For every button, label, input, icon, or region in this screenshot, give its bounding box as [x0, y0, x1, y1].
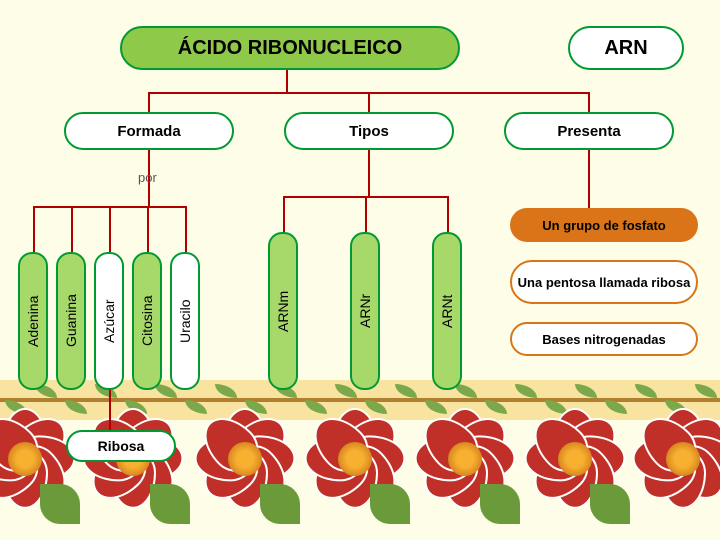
connector — [588, 150, 590, 208]
node-adenina: Adenina — [18, 252, 48, 390]
connector — [283, 196, 285, 232]
connector — [148, 92, 150, 112]
node-arnm: ARNm — [268, 232, 298, 390]
connector — [365, 196, 367, 232]
subtle-label: por — [138, 170, 157, 185]
node-bases: Bases nitrogenadas — [510, 322, 698, 356]
arn-node: ARN — [568, 26, 684, 70]
node-uracilo: Uracilo — [170, 252, 200, 390]
node-fosfato: Un grupo de fosfato — [510, 208, 698, 242]
node-arnr: ARNr — [350, 232, 380, 390]
ribosa-node: Ribosa — [66, 430, 176, 462]
node-guanina: Guanina — [56, 252, 86, 390]
connector — [447, 196, 449, 232]
connector — [109, 206, 111, 252]
connector — [286, 70, 288, 92]
node-presenta: Presenta — [504, 112, 674, 150]
connector — [147, 206, 149, 252]
connector — [109, 390, 111, 430]
connector — [185, 206, 187, 252]
node-azucar: Azúcar — [94, 252, 124, 390]
title-node: ÁCIDO RIBONUCLEICO — [120, 26, 460, 70]
connector — [588, 92, 590, 112]
node-arnt: ARNt — [432, 232, 462, 390]
connector — [33, 206, 35, 252]
node-pentosa: Una pentosa llamada ribosa — [510, 260, 698, 304]
node-formada: Formada — [64, 112, 234, 150]
connector — [368, 92, 370, 112]
node-citosina: Citosina — [132, 252, 162, 390]
connector — [368, 150, 370, 196]
node-tipos: Tipos — [284, 112, 454, 150]
connector — [71, 206, 73, 252]
